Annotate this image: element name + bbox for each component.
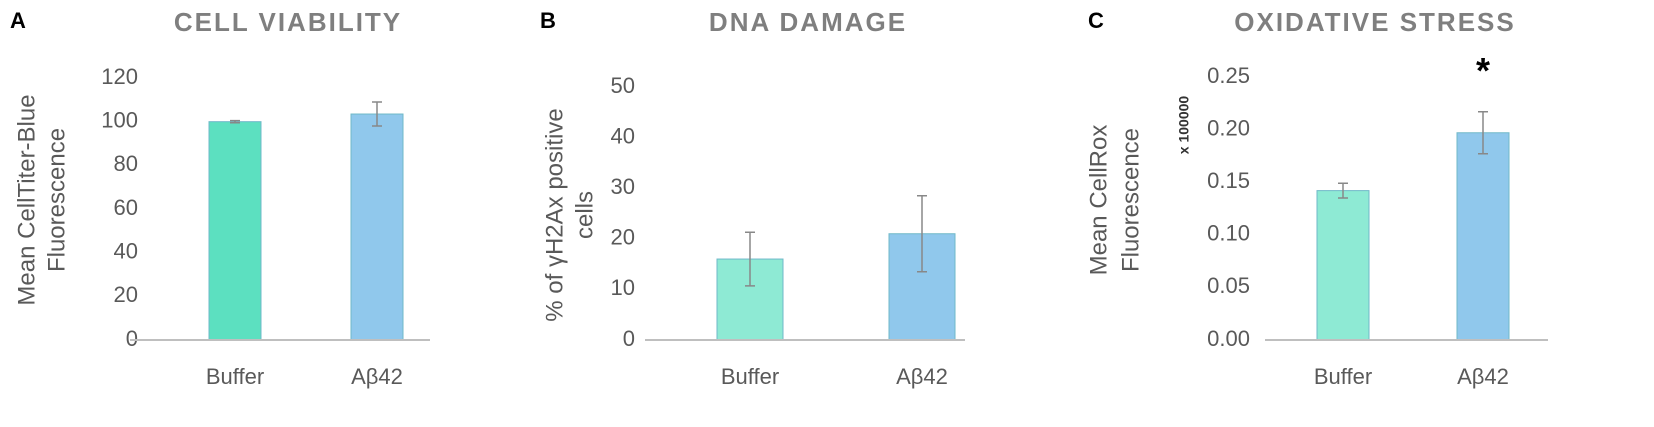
y-axis-label: Fluorescence: [43, 128, 70, 272]
x-tick-label: Aβ42: [351, 364, 403, 389]
chart-title: OXIDATIVE STRESS: [1234, 7, 1515, 37]
error-bar: [1478, 110, 1488, 155]
y-axis-label: Mean CellTiter-Blue: [13, 94, 40, 305]
panel-label: A: [10, 8, 26, 33]
y-tick-label: 20: [114, 282, 138, 307]
y-tick-label: 80: [114, 151, 138, 176]
bar: [208, 121, 262, 341]
y-axis-label: Mean CellRox: [1085, 125, 1112, 276]
error-bar: [230, 119, 240, 124]
y-axis-label: cells: [571, 191, 598, 239]
y-tick-label: 20: [611, 225, 635, 250]
y-tick-label: 30: [611, 174, 635, 199]
chart-title: DNA DAMAGE: [709, 7, 907, 37]
y-axis-label: Fluorescence: [1117, 128, 1144, 272]
x-tick-label: Buffer: [721, 364, 779, 389]
error-bar: [372, 101, 382, 127]
y-tick-label: 0.05: [1207, 273, 1250, 298]
x-tick-label: Buffer: [206, 364, 264, 389]
error-bar: [917, 195, 927, 273]
error-bar: [745, 231, 755, 287]
y-tick-label: 40: [114, 238, 138, 263]
y-tick-label: 0.00: [1207, 326, 1250, 351]
panel-label: C: [1088, 8, 1104, 33]
x-tick-label: Aβ42: [896, 364, 948, 389]
y-tick-label: 0.20: [1207, 115, 1250, 140]
chart-title: CELL VIABILITY: [174, 7, 402, 37]
y-tick-label: 0: [623, 326, 635, 351]
y-tick-label: 0.15: [1207, 168, 1250, 193]
x-tick-label: Aβ42: [1457, 364, 1509, 389]
y-tick-label: 120: [101, 64, 138, 89]
y-tick-label: 50: [611, 73, 635, 98]
bar: [1316, 190, 1370, 341]
x-tick-label: Buffer: [1314, 364, 1372, 389]
y-tick-label: 0: [126, 326, 138, 351]
significance-marker: *: [1476, 50, 1490, 91]
y-tick-label: 10: [611, 275, 635, 300]
axis-multiplier: x 100000: [1176, 96, 1192, 155]
y-tick-label: 0.25: [1207, 63, 1250, 88]
y-tick-label: 0.10: [1207, 221, 1250, 246]
y-tick-label: 60: [114, 195, 138, 220]
panel-label: B: [540, 8, 556, 33]
bar: [1456, 132, 1510, 341]
y-tick-label: 100: [101, 107, 138, 132]
error-bar: [1338, 182, 1348, 199]
y-tick-label: 40: [611, 123, 635, 148]
bar: [350, 113, 404, 341]
y-axis-label: % of γH2Ax positive: [541, 108, 568, 321]
